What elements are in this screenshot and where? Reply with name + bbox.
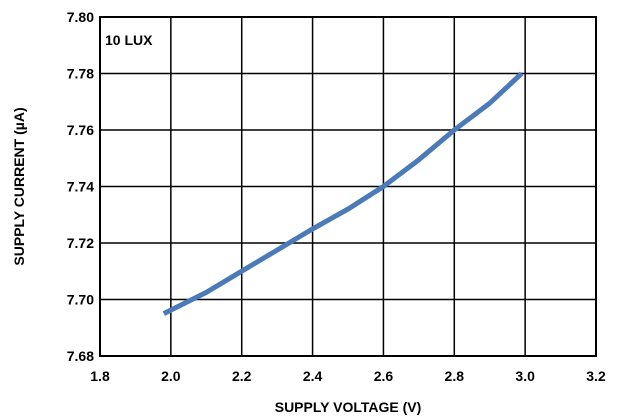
x-axis-label: SUPPLY VOLTAGE (V) xyxy=(275,399,422,415)
y-tick-label: 7.80 xyxy=(67,9,94,25)
x-tick-labels: 1.8 2.0 2.2 2.4 2.6 2.8 3.0 3.2 xyxy=(90,368,606,384)
x-tick-label: 2.6 xyxy=(374,368,394,384)
y-tick-label: 7.68 xyxy=(67,348,94,364)
x-tick-label: 2.0 xyxy=(161,368,181,384)
x-tick-label: 2.2 xyxy=(232,368,252,384)
y-tick-label: 7.76 xyxy=(67,122,94,138)
x-tick-label: 2.4 xyxy=(303,368,323,384)
series-line xyxy=(162,71,524,316)
y-axis-label: SUPPLY CURRENT (µA) xyxy=(11,107,27,265)
x-tick-label: 3.2 xyxy=(586,368,606,384)
y-tick-labels: 7.68 7.70 7.72 7.74 7.76 7.78 7.80 xyxy=(67,9,94,364)
y-tick-label: 7.72 xyxy=(67,235,94,251)
series-layer xyxy=(162,71,524,316)
grid xyxy=(100,17,596,356)
x-tick-label: 1.8 xyxy=(90,368,110,384)
y-tick-label: 7.70 xyxy=(67,292,94,308)
x-tick-label: 2.8 xyxy=(445,368,465,384)
y-tick-label: 7.74 xyxy=(67,179,94,195)
y-tick-label: 7.78 xyxy=(67,66,94,82)
x-tick-label: 3.0 xyxy=(515,368,535,384)
lux-annotation: 10 LUX xyxy=(105,32,153,48)
plot-frame xyxy=(99,16,597,357)
